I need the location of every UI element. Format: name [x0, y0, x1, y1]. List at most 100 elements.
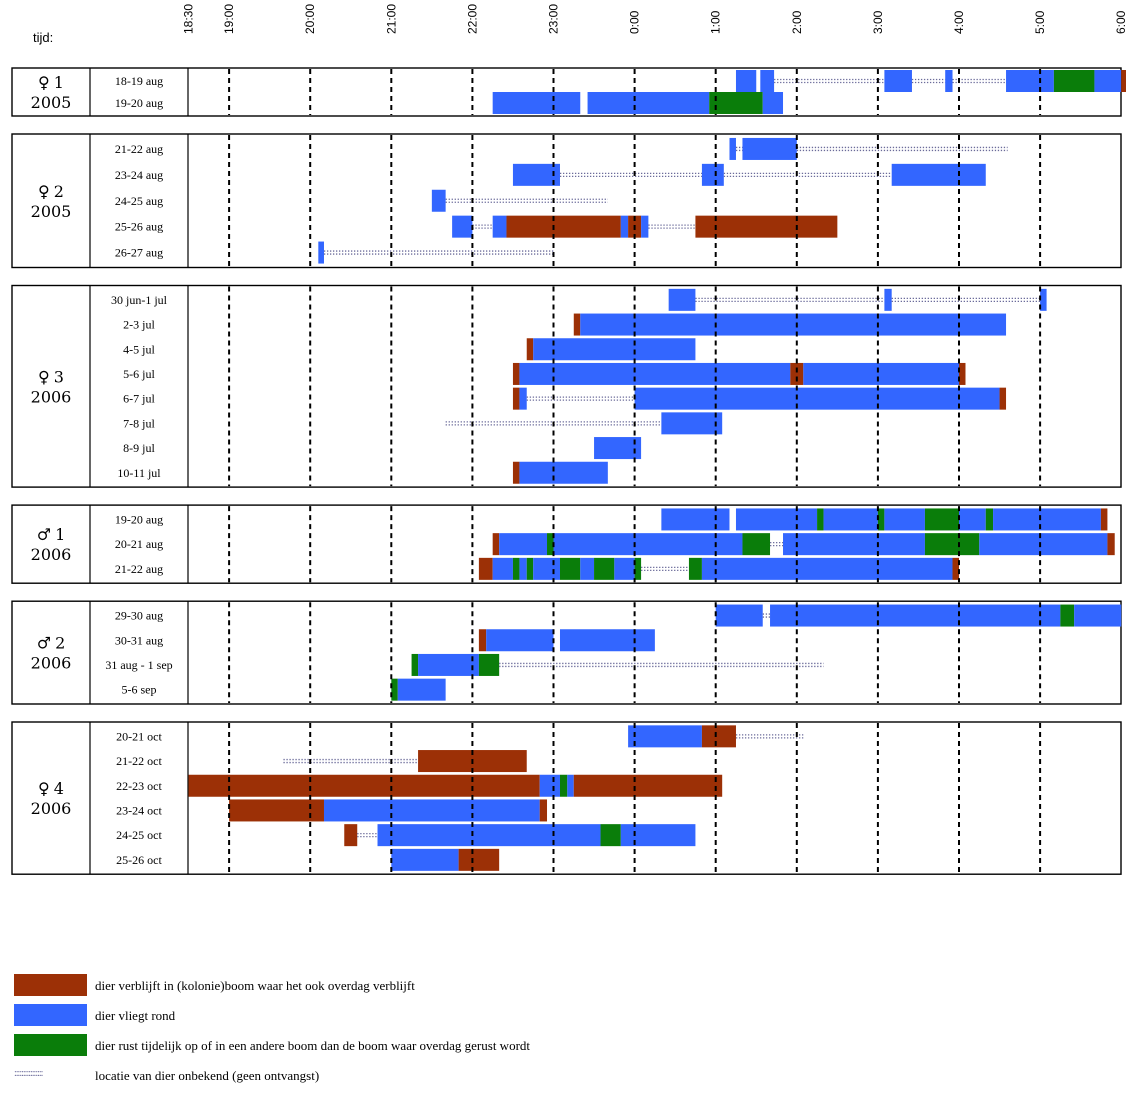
vliegt-segment: [614, 557, 635, 580]
boom-segment: [1100, 508, 1108, 531]
rust-segment: [742, 533, 771, 556]
vliegt-segment: [715, 604, 763, 627]
row-date-label: 21-22 aug: [115, 142, 163, 156]
unknown-location-segment: [559, 172, 702, 178]
vliegt-segment: [742, 137, 797, 160]
vliegt-segment: [486, 629, 554, 652]
rust-segment: [478, 653, 500, 676]
rust-segment: [688, 557, 702, 580]
vliegt-segment: [580, 557, 595, 580]
vliegt-segment: [539, 774, 560, 797]
boom-segment: [512, 461, 520, 484]
vliegt-segment: [431, 189, 446, 212]
boom-segment: [952, 557, 959, 580]
legend-item: :::::::::::::::: locatie van dier onbeken…: [14, 1068, 319, 1083]
boom-segment: [506, 215, 621, 238]
row-date-label: 31 aug - 1 sep: [105, 658, 172, 672]
unknown-location-segment: [774, 78, 885, 84]
row-date-label: 2-3 jul: [123, 318, 155, 332]
boom-segment: [512, 362, 520, 385]
group-frame: [11, 284, 1122, 488]
vliegt-segment: [1006, 70, 1054, 92]
rust-segment: [559, 774, 568, 797]
vliegt-segment: [701, 163, 724, 186]
animal-id: ♀ 2: [38, 182, 64, 201]
vliegt-segment: [553, 533, 743, 556]
animal-id: ♂ 1: [37, 525, 66, 544]
unknown-location-segment: [695, 297, 885, 303]
vliegt-segment: [884, 508, 925, 531]
row-date-label: 19-20 aug: [115, 96, 163, 110]
row-date-label: 29-30 aug: [115, 609, 163, 623]
rust-segment: [709, 92, 763, 114]
vliegt-segment: [661, 508, 730, 531]
vliegt-segment: [512, 163, 560, 186]
rust-segment: [594, 557, 615, 580]
x-tick-label: 19:00: [222, 4, 236, 34]
unknown-location-segment: [641, 566, 689, 571]
unknown-location-segment: [891, 297, 1041, 303]
vliegt-segment: [533, 338, 696, 361]
unknown-location-segment: [445, 198, 608, 203]
row-date-label: 20-21 oct: [116, 729, 162, 743]
x-tick-label: 3:00: [871, 10, 885, 34]
vliegt-segment: [735, 508, 818, 531]
vliegt-segment: [580, 313, 1007, 336]
legend-label: dier vliegt rond: [95, 1008, 176, 1023]
unknown-location-segment: [472, 224, 493, 229]
rust-segment: [559, 557, 581, 580]
vliegt-segment: [628, 725, 702, 748]
vliegt-segment: [1094, 70, 1122, 92]
row-date-label: 24-25 aug: [115, 194, 163, 208]
vliegt-segment: [701, 557, 953, 580]
vliegt-segment: [803, 362, 959, 385]
row-date-label: 8-9 jul: [123, 441, 155, 455]
vliegt-segment: [762, 92, 784, 114]
animal-number: 1: [54, 73, 64, 92]
rust-segment: [817, 508, 824, 531]
boom-segment: [959, 362, 966, 385]
unknown-location-segment: [283, 758, 419, 764]
vliegt-segment: [559, 629, 655, 652]
boom-segment: [790, 362, 804, 385]
legend-label: dier verblijft in (kolonie)boom waar het…: [95, 978, 415, 993]
rust-segment: [985, 508, 994, 531]
vliegt-segment: [979, 533, 1108, 556]
animal-id: ♀ 4: [38, 779, 64, 798]
rust-segment: [924, 508, 959, 531]
row-date-label: 24-25 oct: [116, 828, 162, 842]
unknown-location-segment: [735, 734, 804, 739]
rust-segment: [924, 533, 980, 556]
rust-segment: [600, 824, 621, 847]
row-date-label: 18-19 aug: [115, 74, 163, 88]
vliegt-segment: [567, 774, 574, 797]
unknown-location-segment: [911, 78, 946, 84]
legend-swatch-unknown: ::::::::::::::::: [14, 1068, 43, 1079]
animal-number: 3: [54, 367, 64, 386]
vliegt-segment: [641, 215, 649, 238]
sex-symbol: ♀: [38, 73, 50, 92]
row-date-label: 26-27 aug: [115, 246, 163, 260]
boom-segment: [573, 313, 581, 336]
sex-symbol: ♂: [37, 525, 51, 544]
x-tick-label: 5:00: [1033, 10, 1047, 34]
boom-segment: [512, 387, 520, 410]
x-tick-label: 1:00: [709, 10, 723, 34]
group-frame: [11, 721, 1122, 875]
time-axis-label: tijd:: [33, 30, 53, 45]
vliegt-segment: [452, 215, 473, 238]
time-ticks: 18:30 19:00 20:00 21:00 22:00 23:00 0:00 1:00 2:…: [182, 4, 1126, 34]
row-date-label: 6-7 jul: [123, 392, 155, 406]
rust-segment: [1060, 604, 1075, 627]
unknown-location-segment: [499, 662, 824, 668]
vliegt-segment: [823, 508, 878, 531]
rust-segment: [634, 557, 642, 580]
boom-segment: [1121, 70, 1126, 92]
x-tick-label: 18:30: [182, 4, 196, 34]
x-tick-label: 21:00: [384, 4, 398, 34]
rust-segment: [526, 557, 534, 580]
